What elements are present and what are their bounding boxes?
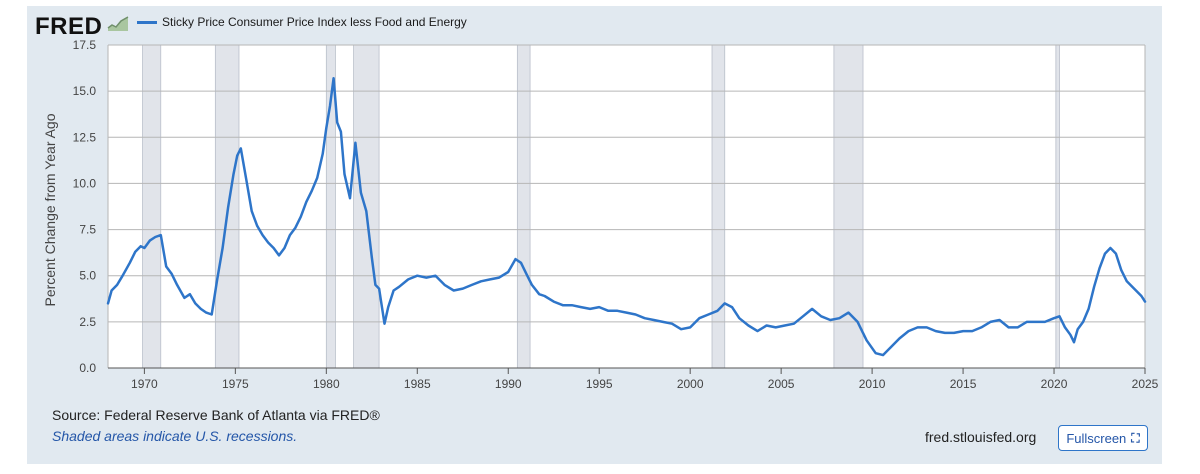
y-tick-label: 2.5 bbox=[79, 315, 96, 329]
recession-note: Shaded areas indicate U.S. recessions. bbox=[52, 428, 298, 444]
y-tick-label: 5.0 bbox=[79, 269, 96, 283]
recession-band bbox=[142, 44, 162, 369]
y-tick-label: 17.5 bbox=[73, 38, 97, 52]
plot-area bbox=[108, 45, 1145, 368]
x-tick-label: 2005 bbox=[768, 377, 795, 391]
expand-icon: ⛶ bbox=[1131, 430, 1140, 445]
x-tick-label: 1970 bbox=[131, 377, 158, 391]
x-tick-label: 2020 bbox=[1041, 377, 1068, 391]
y-axis-label: Percent Change from Year Ago bbox=[42, 113, 58, 306]
y-tick-label: 7.5 bbox=[79, 223, 96, 237]
x-tick-label: 1995 bbox=[586, 377, 613, 391]
recession-band bbox=[516, 44, 531, 369]
axes: 0.0 2.5 5.0 7.5 10.0 12.5 15.0 17.5 1970 1975 1980… bbox=[73, 38, 1159, 391]
x-tick-label: 1990 bbox=[495, 377, 522, 391]
x-tick-label: 2010 bbox=[859, 377, 886, 391]
y-tick-label: 0.0 bbox=[79, 361, 96, 375]
series-layer bbox=[106, 76, 1147, 357]
recession-band bbox=[711, 44, 726, 369]
legend-swatch bbox=[137, 20, 157, 24]
logo-text: FRED bbox=[35, 13, 103, 40]
x-tick-label: 2015 bbox=[950, 377, 977, 391]
x-tick-label: 2025 bbox=[1132, 377, 1159, 391]
x-tick-label: 2000 bbox=[677, 377, 704, 391]
x-tick-label: 1980 bbox=[313, 377, 340, 391]
logo-graph-icon bbox=[107, 16, 129, 37]
chart-legend: Sticky Price Consumer Price Index less F… bbox=[137, 15, 467, 29]
fullscreen-button[interactable]: Fullscreen ⛶ bbox=[1058, 425, 1148, 451]
recession-band bbox=[1055, 44, 1060, 369]
legend-label: Sticky Price Consumer Price Index less F… bbox=[162, 15, 467, 29]
x-tick-label: 1985 bbox=[404, 377, 431, 391]
source-note: Source: Federal Reserve Bank of Atlanta … bbox=[52, 407, 380, 423]
series-line bbox=[106, 76, 1147, 357]
x-tick-label: 1975 bbox=[222, 377, 249, 391]
gridlines bbox=[107, 44, 1146, 369]
site-link[interactable]: fred.stlouisfed.org bbox=[925, 429, 1037, 445]
recession-shading bbox=[108, 44, 1145, 369]
y-tick-label: 10.0 bbox=[73, 176, 97, 190]
y-tick-label: 12.5 bbox=[73, 130, 97, 144]
y-tick-label: 15.0 bbox=[73, 84, 97, 98]
fullscreen-label: Fullscreen bbox=[1066, 430, 1127, 446]
recession-band bbox=[353, 44, 380, 369]
fred-logo[interactable]: FRED bbox=[35, 13, 102, 41]
